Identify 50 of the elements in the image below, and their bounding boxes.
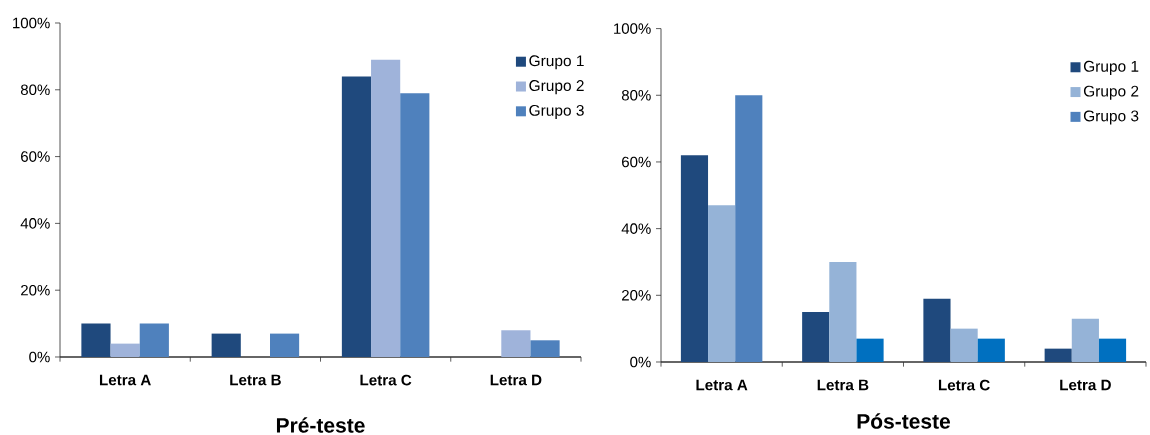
bar [269, 333, 300, 357]
y-tick-label: 0% [29, 351, 50, 363]
bar [1071, 318, 1099, 362]
bar [1098, 338, 1127, 362]
x-tick-label: Letra D [1060, 379, 1111, 391]
y-tick-label: 80% [621, 89, 651, 101]
legend-label: Grupo 1 [529, 55, 584, 70]
bar [1044, 348, 1072, 362]
y-tick-label: 40% [621, 223, 651, 234]
bar [977, 338, 1005, 362]
legend-label: Grupo 3 [529, 104, 584, 119]
y-tick-label: 60% [622, 156, 651, 168]
x-axis-title: Pré-teste [276, 417, 365, 433]
y-tick-label: 40% [20, 218, 50, 229]
x-tick-label: Letra A [99, 374, 151, 386]
x-tick-label: Letra C [938, 379, 990, 391]
x-tick-label: Letra D [490, 374, 542, 386]
bar [139, 323, 169, 357]
bar [211, 333, 241, 357]
bar [856, 338, 884, 362]
bar [708, 205, 736, 362]
y-tick-label: 80% [20, 84, 50, 96]
bar [341, 76, 372, 357]
bar [81, 323, 111, 357]
y-tick-label: 20% [622, 290, 651, 301]
legend-label: Grupo 1 [1083, 60, 1139, 75]
x-tick-label: Letra B [230, 374, 281, 386]
bar [501, 330, 531, 357]
y-tick-label: 20% [21, 284, 50, 296]
legend-label: Grupo 2 [1083, 85, 1139, 100]
x-axis-title: Pós-teste [857, 413, 951, 429]
y-tick-label: 60% [21, 151, 50, 162]
bar [371, 59, 401, 357]
x-tick-label: Letra C [360, 374, 412, 386]
y-tick-label: 0% [630, 356, 651, 368]
legend-label: Grupo 3 [1083, 110, 1139, 125]
bar [829, 261, 857, 362]
bar [735, 95, 763, 362]
bar [110, 343, 140, 357]
y-tick-label: 100% [13, 17, 50, 29]
y-tick-label: 100% [614, 23, 651, 34]
bar [680, 155, 709, 362]
bar [530, 340, 560, 357]
bar [950, 328, 978, 362]
x-tick-label: Letra B [817, 379, 869, 391]
bar [400, 93, 430, 357]
legend-label: Grupo 2 [529, 80, 584, 95]
bar [802, 311, 830, 362]
x-tick-label: Letra A [696, 379, 748, 391]
bar [923, 298, 951, 362]
